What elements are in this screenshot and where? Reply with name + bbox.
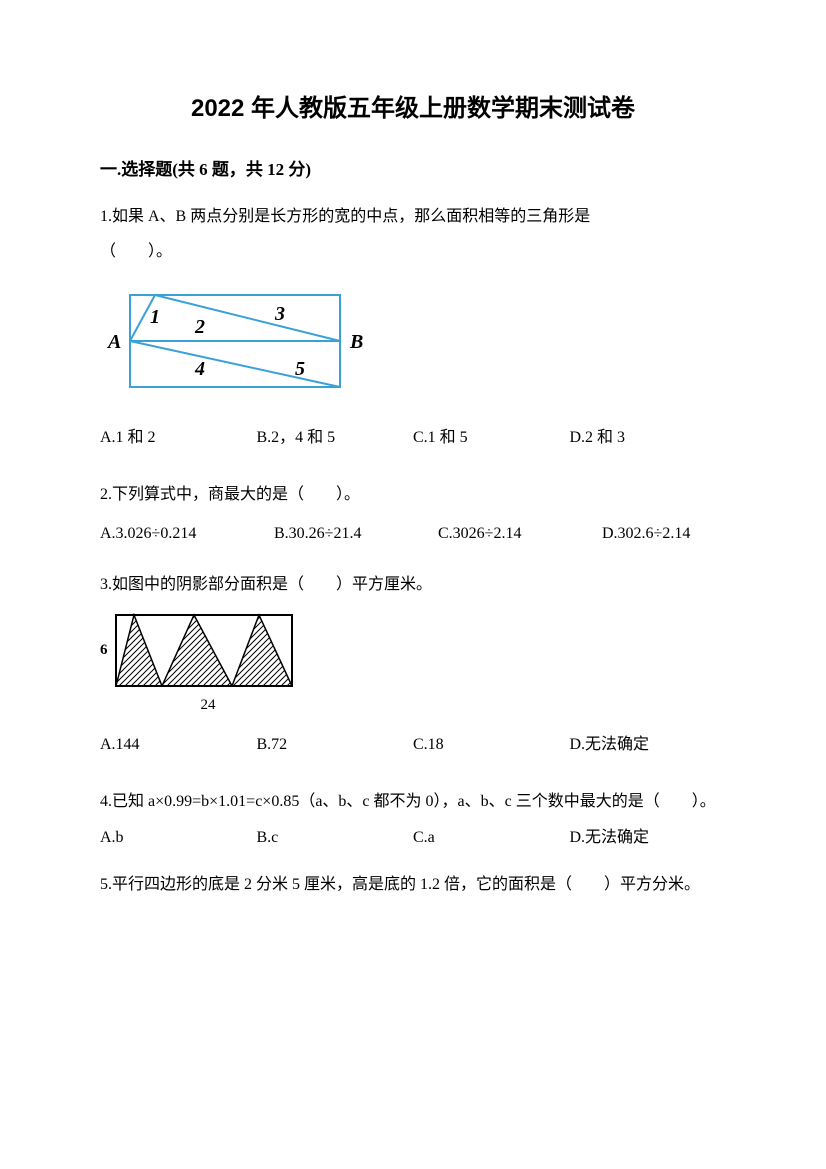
page-title: 2022 年人教版五年级上册数学期末测试卷 [100, 90, 726, 128]
svg-text:A: A [106, 331, 121, 353]
svg-text:3: 3 [274, 303, 285, 325]
question-3: 3.如图中的阴影部分面积是（ ）平方厘米。 6 24 A.144 B.72 C.… [100, 572, 726, 757]
q3-option-d: D.无法确定 [570, 732, 727, 758]
q3-bottom-label: 24 [118, 693, 298, 717]
question-5: 5.平行四边形的底是 2 分米 5 厘米，高是底的 1.2 倍，它的面积是（ ）… [100, 872, 726, 898]
q4-option-d: D.无法确定 [570, 825, 727, 851]
q3-figure: 6 [100, 613, 726, 688]
q3-text: 3.如图中的阴影部分面积是（ ）平方厘米。 [100, 572, 726, 598]
q2-option-a: A.3.026÷0.214 [100, 518, 270, 550]
q4-option-a: A.b [100, 825, 257, 851]
q4-option-b: B.c [257, 825, 414, 851]
q3-option-a: A.144 [100, 732, 257, 758]
svg-text:2: 2 [194, 316, 205, 338]
q1-options: A.1 和 2 B.2，4 和 5 C.1 和 5 D.2 和 3 [100, 425, 726, 451]
q1-figure: 1 2 3 4 5 A B [100, 285, 726, 405]
q4-text: 4.已知 a×0.99=b×1.01=c×0.85（a、b、c 都不为 0），a… [100, 789, 726, 815]
q1-option-a: A.1 和 2 [100, 425, 257, 451]
section-header: 一.选择题(共 6 题，共 12 分) [100, 156, 726, 183]
q4-option-c: C.a [413, 825, 570, 851]
svg-text:B: B [349, 331, 363, 353]
q1-option-b: B.2，4 和 5 [257, 425, 414, 451]
q1-text-line2: （ ）。 [100, 239, 726, 265]
q3-left-label: 6 [100, 638, 108, 662]
q1-option-d: D.2 和 3 [570, 425, 727, 451]
q3-options: A.144 B.72 C.18 D.无法确定 [100, 732, 726, 758]
q2-option-d: D.302.6÷2.14 [602, 518, 690, 550]
q1-text-line1: 1.如果 A、B 两点分别是长方形的宽的中点，那么面积相等的三角形是 [100, 204, 726, 230]
svg-text:4: 4 [194, 358, 205, 380]
q5-text: 5.平行四边形的底是 2 分米 5 厘米，高是底的 1.2 倍，它的面积是（ ）… [100, 872, 726, 898]
q3-option-b: B.72 [257, 732, 414, 758]
q2-option-b: B.30.26÷21.4 [274, 518, 434, 550]
q4-options: A.b B.c C.a D.无法确定 [100, 825, 726, 851]
q2-text: 2.下列算式中，商最大的是（ ）。 [100, 482, 726, 508]
svg-text:5: 5 [295, 358, 305, 380]
question-2: 2.下列算式中，商最大的是（ ）。 A.3.026÷0.214 B.30.26÷… [100, 482, 726, 550]
q2-options: A.3.026÷0.214 B.30.26÷21.4 C.3026÷2.14 D… [100, 518, 726, 550]
q1-option-c: C.1 和 5 [413, 425, 570, 451]
question-1: 1.如果 A、B 两点分别是长方形的宽的中点，那么面积相等的三角形是 （ ）。 … [100, 204, 726, 451]
svg-text:1: 1 [150, 306, 160, 328]
q3-option-c: C.18 [413, 732, 570, 758]
q2-option-c: C.3026÷2.14 [438, 518, 598, 550]
question-4: 4.已知 a×0.99=b×1.01=c×0.85（a、b、c 都不为 0），a… [100, 789, 726, 850]
